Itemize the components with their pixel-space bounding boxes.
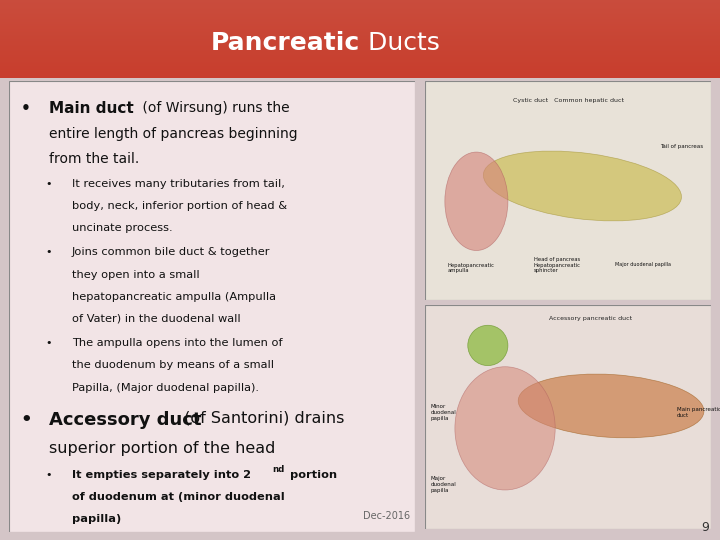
Ellipse shape — [445, 152, 508, 251]
Text: It receives many tributaries from tail,: It receives many tributaries from tail, — [72, 179, 284, 188]
Text: of duodenum at (minor duodenal: of duodenum at (minor duodenal — [72, 492, 284, 502]
Text: Tail of pancreas: Tail of pancreas — [660, 144, 703, 149]
Ellipse shape — [518, 374, 704, 438]
Text: The ampulla opens into the lumen of: The ampulla opens into the lumen of — [72, 338, 282, 348]
Text: nd: nd — [273, 464, 285, 474]
Text: •: • — [45, 470, 52, 480]
Text: Main duct: Main duct — [49, 102, 134, 116]
Text: Accessory duct: Accessory duct — [49, 411, 202, 429]
Text: uncinate process.: uncinate process. — [72, 223, 172, 233]
Text: hepatopancreatic ampulla (Ampulla: hepatopancreatic ampulla (Ampulla — [72, 292, 276, 302]
Text: Joins common bile duct & together: Joins common bile duct & together — [72, 247, 270, 258]
Text: portion: portion — [286, 470, 337, 480]
Text: Pancreatic: Pancreatic — [211, 31, 360, 55]
Text: papilla): papilla) — [72, 515, 121, 524]
Text: •: • — [45, 338, 52, 348]
Text: Head of pancreas
Hepatopancreatic
sphincter: Head of pancreas Hepatopancreatic sphinc… — [534, 257, 581, 273]
Text: from the tail.: from the tail. — [49, 152, 140, 166]
Text: It empties separately into 2: It empties separately into 2 — [72, 470, 251, 480]
Text: •: • — [21, 411, 32, 429]
Text: the duodenum by means of a small: the duodenum by means of a small — [72, 360, 274, 370]
Text: •: • — [21, 102, 31, 116]
Text: Papilla, (Major duodenal papilla).: Papilla, (Major duodenal papilla). — [72, 383, 258, 393]
Text: (of Santorini) drains: (of Santorini) drains — [179, 411, 344, 426]
Text: Ducts: Ducts — [360, 31, 440, 55]
Ellipse shape — [483, 151, 681, 221]
Text: Dec-2016: Dec-2016 — [363, 511, 410, 521]
Text: (of Wirsung) runs the: (of Wirsung) runs the — [138, 102, 289, 116]
Text: entire length of pancreas beginning: entire length of pancreas beginning — [49, 127, 298, 141]
Text: Main pancreatic
duct: Main pancreatic duct — [677, 407, 720, 418]
Text: 9: 9 — [701, 521, 709, 534]
Text: Accessory pancreatic duct: Accessory pancreatic duct — [549, 316, 633, 321]
FancyBboxPatch shape — [9, 81, 415, 532]
Ellipse shape — [455, 367, 555, 490]
Text: Minor
duodenal
papilla: Minor duodenal papilla — [431, 404, 456, 421]
Text: body, neck, inferior portion of head &: body, neck, inferior portion of head & — [72, 201, 287, 211]
Text: Major duodenal papilla: Major duodenal papilla — [615, 262, 670, 267]
Text: they open into a small: they open into a small — [72, 269, 199, 280]
Text: Hepatopancreatic
ampulla: Hepatopancreatic ampulla — [448, 262, 495, 273]
Ellipse shape — [468, 325, 508, 366]
Text: •: • — [45, 247, 52, 258]
Text: •: • — [45, 179, 52, 188]
Text: of Vater) in the duodenal wall: of Vater) in the duodenal wall — [72, 314, 240, 324]
Text: Cystic duct   Common hepatic duct: Cystic duct Common hepatic duct — [513, 98, 624, 104]
Text: Major
duodenal
papilla: Major duodenal papilla — [431, 476, 456, 492]
Text: superior portion of the head: superior portion of the head — [49, 441, 276, 456]
